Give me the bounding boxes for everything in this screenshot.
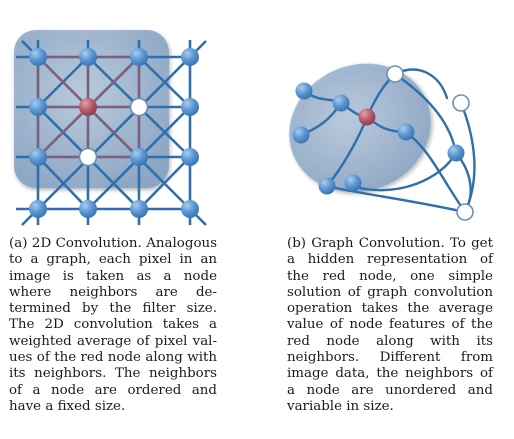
grid-node [181, 48, 199, 66]
grid-node [181, 148, 199, 166]
graph-node [397, 123, 415, 141]
grid-node [130, 148, 148, 166]
grid-graph-panel [14, 30, 207, 226]
grid-node [181, 98, 199, 116]
general-graph-panel [289, 63, 476, 221]
graph-node [447, 144, 465, 162]
grid-node-hollow [78, 147, 98, 167]
convolution-diagram [14, 30, 476, 226]
grid-node [130, 200, 148, 218]
grid-node [130, 48, 148, 66]
grid-node [79, 200, 97, 218]
neighborhood-highlight [289, 63, 431, 193]
graph-node-hollow [386, 65, 404, 83]
grid-node [29, 200, 47, 218]
graph-node [318, 177, 336, 195]
grid-node [181, 200, 199, 218]
graph-node-hollow [452, 94, 470, 112]
caption-graph-convolution: (b) Graph Convolution. To get a hidden r… [287, 236, 493, 414]
grid-node [29, 48, 47, 66]
graph-node [292, 126, 310, 144]
graph-node [295, 82, 313, 100]
center-red-node [358, 108, 376, 126]
grid-nodes [29, 48, 199, 218]
graph-node [344, 174, 362, 192]
grid-node [29, 148, 47, 166]
center-red-node [79, 98, 97, 116]
grid-node [29, 98, 47, 116]
grid-node-hollow [129, 97, 149, 117]
graph-node-hollow [456, 203, 474, 221]
graph-node [332, 94, 350, 112]
caption-2d-convolution: (a) 2D Convolution. Analo­gous to a grap… [9, 236, 217, 414]
graph-nodes [292, 65, 474, 221]
grid-node [79, 48, 97, 66]
